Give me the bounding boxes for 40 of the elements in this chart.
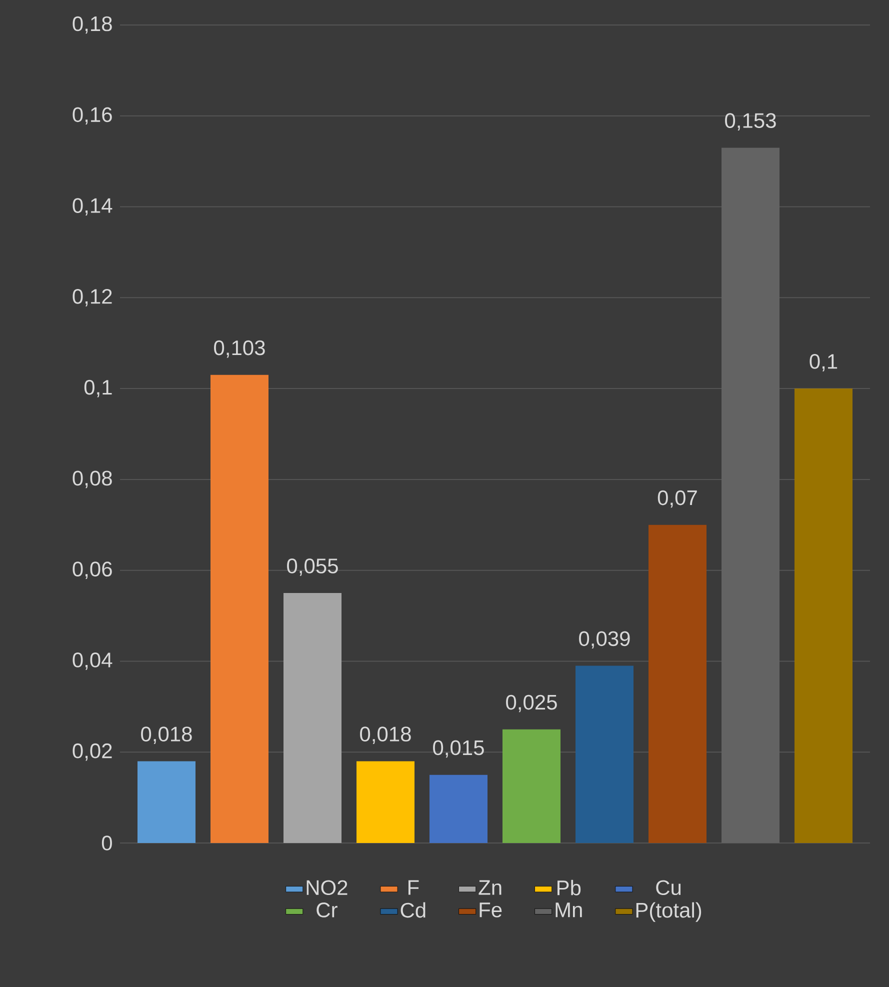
legend-label: P(total) (636, 902, 702, 922)
bar (576, 666, 634, 843)
y-tick-label: 0,14 (72, 198, 112, 216)
data-label: 0,015 (433, 740, 484, 758)
legend-label: Zn (478, 880, 502, 895)
data-label: 0,1 (810, 354, 838, 372)
y-tick-label: 0,12 (72, 288, 112, 306)
y-tick-label: 0,02 (72, 743, 112, 761)
data-label: 0,055 (287, 558, 338, 576)
bar (356, 761, 414, 843)
legend-label: Fe (480, 902, 502, 918)
legend-label: Cr (316, 902, 338, 918)
bar (722, 148, 780, 843)
data-label: 0,153 (725, 113, 776, 130)
y-tick-label: 0,1 (84, 380, 112, 398)
y-tick-label: 0,16 (72, 107, 112, 125)
legend-label: Cu (656, 880, 681, 896)
legend-label: F (408, 880, 419, 895)
data-label: 0,103 (214, 340, 265, 358)
bar (502, 729, 561, 843)
bar (430, 774, 488, 843)
data-label: 0,025 (506, 694, 557, 712)
bar (138, 761, 196, 843)
y-tick-label: 0,04 (72, 652, 112, 670)
legend-label: Mn (556, 902, 582, 918)
y-tick-label: 0 (102, 836, 112, 850)
bar (284, 593, 342, 843)
legend-label: NO2 (306, 880, 348, 896)
data-label: 0,039 (579, 631, 630, 649)
bar (648, 524, 707, 843)
data-label: 0,018 (360, 726, 411, 744)
y-tick-label: 0,06 (72, 562, 112, 579)
y-tick-label: 0,18 (72, 16, 112, 34)
legend-label: Pb (558, 880, 581, 896)
y-tick-label: 0,08 (72, 470, 112, 488)
data-label: 0,07 (658, 490, 697, 508)
bar (794, 388, 853, 843)
legend-label: Cd (400, 902, 426, 918)
bar (210, 374, 269, 843)
data-label: 0,018 (141, 726, 192, 744)
